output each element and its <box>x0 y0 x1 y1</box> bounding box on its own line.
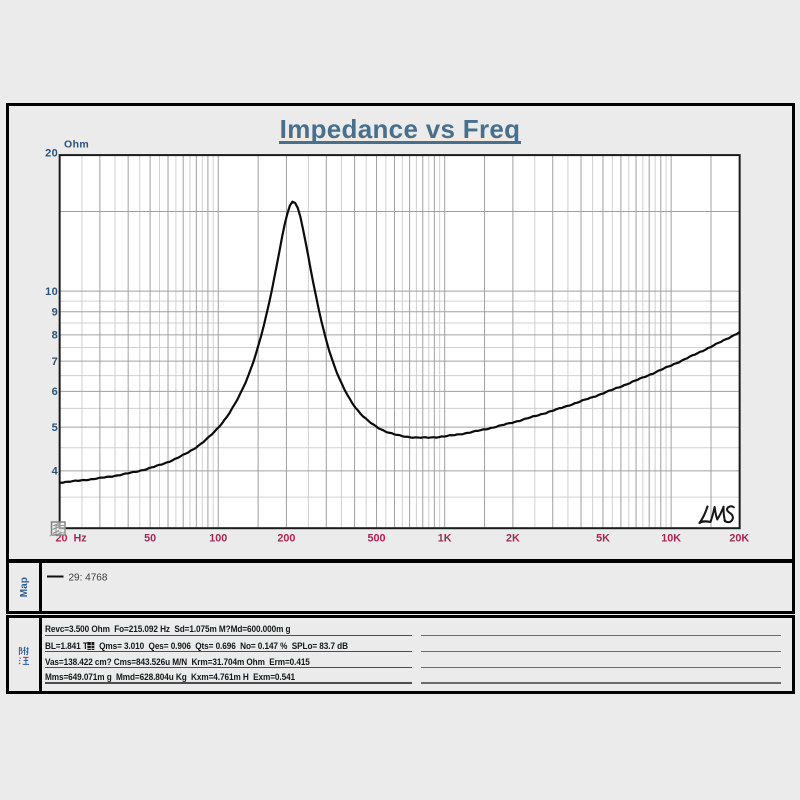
svg-text:Hz: Hz <box>74 533 88 545</box>
svg-text:20K: 20K <box>729 533 749 545</box>
svg-text:6: 6 <box>52 386 59 398</box>
svg-text:29: 4768: 29: 4768 <box>69 573 108 584</box>
svg-text:5K: 5K <box>596 533 610 545</box>
svg-text:50: 50 <box>144 533 156 545</box>
svg-text:100: 100 <box>209 533 227 545</box>
svg-text:200: 200 <box>277 533 295 545</box>
svg-text:Map: Map <box>19 577 30 597</box>
svg-text:8: 8 <box>52 330 59 342</box>
svg-text:1K: 1K <box>438 533 452 545</box>
svg-text:20: 20 <box>45 148 58 160</box>
svg-text:10K: 10K <box>661 533 681 545</box>
svg-text:Ohm: Ohm <box>64 139 89 151</box>
svg-text:7: 7 <box>52 356 59 368</box>
svg-text:500: 500 <box>367 533 385 545</box>
svg-text:10: 10 <box>45 286 58 298</box>
svg-text:2K: 2K <box>506 533 520 545</box>
svg-text:5: 5 <box>52 422 59 434</box>
svg-text:4: 4 <box>52 466 59 478</box>
svg-text:9: 9 <box>52 307 59 319</box>
